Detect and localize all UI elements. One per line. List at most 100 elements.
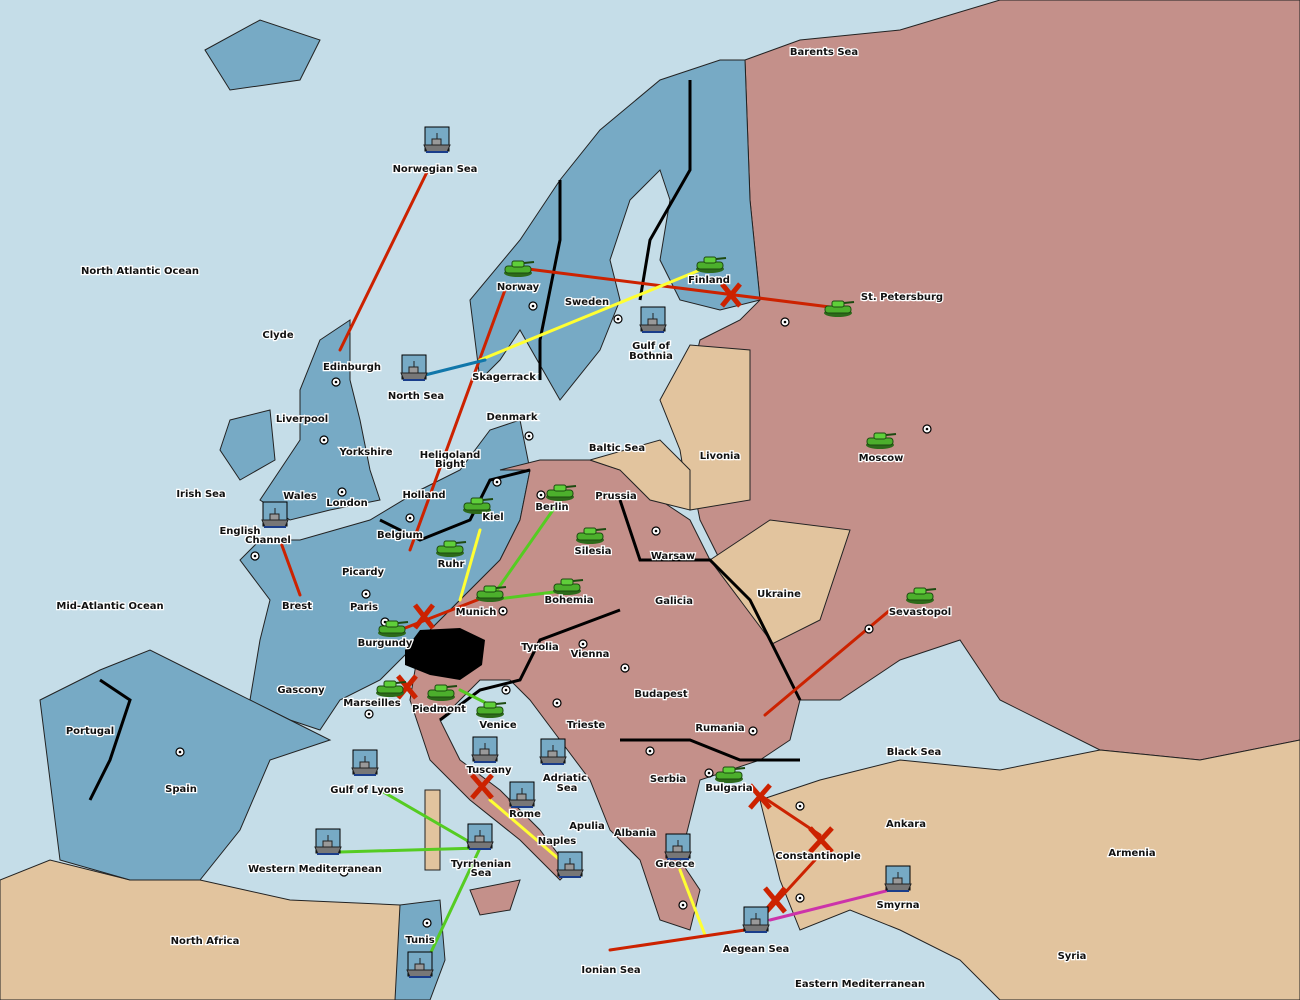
africa-land[interactable] (0, 859, 421, 1000)
label-picardy: Picardy (342, 567, 385, 578)
fleet-ship-icon[interactable] (400, 354, 428, 381)
iceland-land[interactable] (204, 19, 321, 91)
label-ankara: Ankara (886, 819, 926, 830)
label-greece: Greece (655, 859, 695, 870)
power-borders (88, 80, 802, 801)
label-ionian: Ionian Sea (581, 965, 640, 976)
label-galicia: Galicia (655, 596, 693, 607)
label-trieste: Trieste (567, 720, 606, 731)
support-line (488, 498, 562, 602)
army-tank-icon[interactable] (824, 300, 855, 317)
army-tank-icon[interactable] (576, 527, 607, 544)
army-tank-icon[interactable] (553, 578, 584, 595)
label-adriatic1: Adriatic (543, 773, 587, 784)
label-bohemia: Bohemia (545, 595, 594, 606)
label-ruhr: Ruhr (438, 559, 465, 570)
label-sweden: Sweden (565, 297, 609, 308)
label-budapest: Budapest (634, 689, 688, 700)
convoy-line (423, 358, 487, 377)
ireland-land[interactable] (219, 409, 276, 481)
support-line (478, 268, 702, 362)
label-helgo2: Bight (435, 459, 465, 470)
fleet-ship-icon[interactable] (742, 906, 770, 933)
army-tank-icon[interactable] (866, 432, 897, 449)
prussia-land[interactable] (588, 439, 691, 511)
label-northsea: North Sea (388, 391, 444, 402)
label-norway: Norway (497, 282, 540, 293)
label-kiel: Kiel (482, 512, 503, 523)
fleet-ship-icon[interactable] (556, 851, 584, 878)
label-london: London (326, 498, 368, 509)
label-syria: Syria (1058, 951, 1087, 962)
label-irish: Irish Sea (176, 489, 225, 500)
label-vienna: Vienna (571, 649, 610, 660)
label-clyde: Clyde (262, 330, 293, 341)
fleet-ship-icon[interactable] (471, 736, 499, 763)
fleet-ship-icon[interactable] (508, 781, 536, 808)
army-tank-icon[interactable] (696, 256, 727, 273)
label-smyrna: Smyrna (877, 900, 920, 911)
fleet-ship-icon[interactable] (423, 126, 451, 153)
label-helgo1: Heligoland (420, 450, 481, 461)
support-line (338, 846, 482, 854)
label-burgundy: Burgundy (358, 638, 413, 649)
corsica-sardinia-land[interactable] (424, 789, 441, 871)
army-tank-icon[interactable] (715, 766, 746, 783)
label-wmed: Western Mediterranean (248, 864, 382, 875)
label-norwegian: Norwegian Sea (393, 164, 478, 175)
army-tank-icon[interactable] (476, 585, 507, 602)
label-tunis: Tunis (405, 935, 434, 946)
label-ukraine: Ukraine (757, 589, 801, 600)
army-tank-icon[interactable] (463, 497, 494, 514)
sicily-land[interactable] (469, 879, 521, 916)
label-holland: Holland (402, 490, 445, 501)
fleet-ship-icon[interactable] (884, 865, 912, 892)
fleet-ship-icon[interactable] (261, 501, 289, 528)
label-stpete: St. Petersburg (861, 292, 943, 303)
army-tank-icon[interactable] (378, 620, 409, 637)
iberia-land[interactable] (39, 649, 332, 881)
label-baltic: Baltic Sea (589, 443, 645, 454)
scandinavia-land[interactable] (469, 59, 761, 401)
label-rumania: Rumania (695, 723, 744, 734)
move-arrow (338, 168, 430, 352)
russia-land[interactable] (689, 0, 1300, 761)
label-wales: Wales (283, 491, 317, 502)
label-gol: Gulf of Lyons (330, 785, 403, 796)
fleet-ship-icon[interactable] (406, 951, 434, 978)
move-arrow (768, 888, 892, 922)
label-piedmont: Piedmont (412, 704, 466, 715)
fleet-ship-icon[interactable] (466, 823, 494, 850)
west-europe-land[interactable] (239, 419, 531, 731)
fleet-ship-icon[interactable] (639, 306, 667, 333)
army-tank-icon[interactable] (436, 540, 467, 557)
fleet-ship-icon[interactable] (539, 738, 567, 765)
army-tank-icon[interactable] (476, 701, 507, 718)
army-tank-icon[interactable] (546, 484, 577, 501)
army-tank-icon[interactable] (376, 680, 407, 697)
livonia-land[interactable] (659, 344, 751, 511)
support-line (458, 528, 482, 602)
fleet-ship-icon[interactable] (351, 749, 379, 776)
label-yorkshire: Yorkshire (339, 447, 393, 458)
label-livonia: Livonia (700, 451, 740, 462)
britain-land[interactable] (259, 319, 381, 521)
label-berlin: Berlin (535, 502, 568, 513)
fleet-ship-icon[interactable] (664, 833, 692, 860)
label-tyrr2: Sea (471, 868, 492, 879)
label-english2: Channel (245, 535, 291, 546)
army-tank-icon[interactable] (906, 587, 937, 604)
move-arrow (408, 288, 507, 552)
turkey-land[interactable] (759, 739, 1300, 1000)
label-marseilles: Marseilles (343, 698, 400, 709)
army-tank-icon[interactable] (427, 684, 458, 701)
label-spain: Spain (165, 784, 197, 795)
fleet-ship-icon[interactable] (314, 828, 342, 855)
label-skagerrack: Skagerrack (472, 372, 536, 383)
move-arrow (278, 538, 302, 597)
army-tank-icon[interactable] (504, 260, 535, 277)
label-denmark: Denmark (487, 412, 538, 423)
label-prussia: Prussia (595, 491, 636, 502)
support-line (378, 788, 482, 850)
